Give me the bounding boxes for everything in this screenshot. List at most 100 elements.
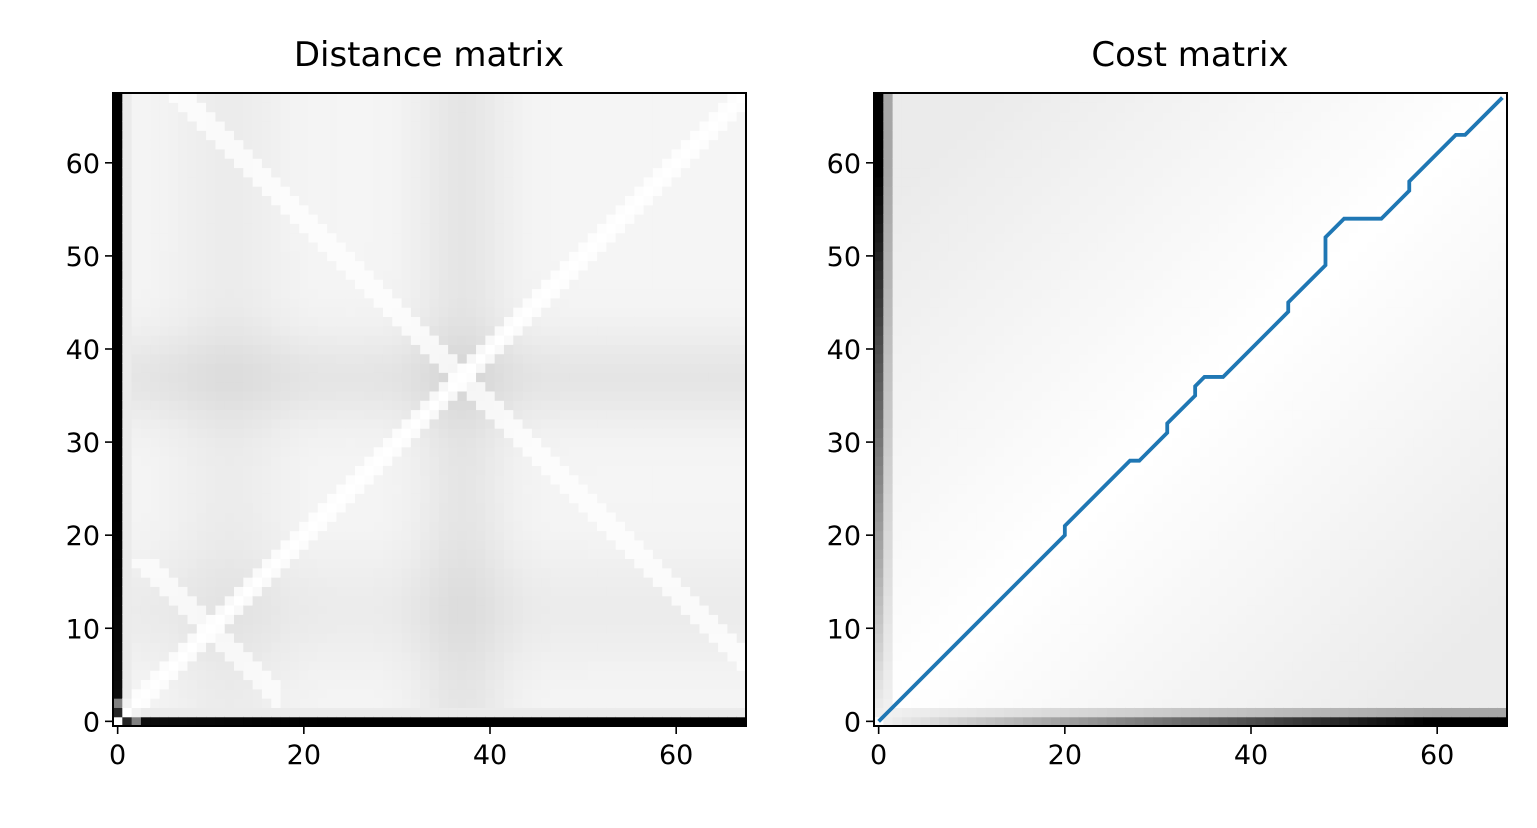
heatmap-cell xyxy=(911,158,922,169)
heatmap-cell xyxy=(224,223,235,234)
heatmap-cell xyxy=(892,251,903,262)
heatmap-cell xyxy=(420,549,431,560)
heatmap-cell xyxy=(289,595,300,606)
heatmap-cell xyxy=(680,716,691,727)
heatmap-cell xyxy=(252,474,263,485)
heatmap-cell xyxy=(513,297,524,308)
heatmap-cell xyxy=(671,176,682,187)
heatmap-cell xyxy=(718,288,728,299)
heatmap-cell xyxy=(224,688,235,699)
heatmap-cell xyxy=(541,521,552,532)
heatmap-cell xyxy=(727,670,738,681)
heatmap-cell xyxy=(261,688,272,699)
heatmap-cell xyxy=(224,707,235,718)
heatmap-cell xyxy=(578,102,589,113)
heatmap-cell xyxy=(606,446,617,457)
heatmap-cell xyxy=(727,456,738,466)
heatmap-cell xyxy=(280,642,291,653)
heatmap-cell xyxy=(178,195,189,206)
heatmap-cell xyxy=(299,418,310,429)
heatmap-cell xyxy=(345,325,356,336)
heatmap-cell xyxy=(410,390,421,401)
heatmap-cell xyxy=(410,632,421,643)
heatmap-cell xyxy=(113,353,123,364)
heatmap-cell xyxy=(448,530,459,541)
heatmap-cell xyxy=(531,502,542,513)
heatmap-cell xyxy=(448,679,459,690)
heatmap-cell xyxy=(336,688,347,699)
heatmap-cell xyxy=(206,362,216,373)
heatmap-cell xyxy=(680,577,691,587)
heatmap-cell xyxy=(587,428,598,439)
heatmap-cell xyxy=(336,502,347,513)
heatmap-cell xyxy=(122,716,133,727)
heatmap-cell xyxy=(522,353,533,364)
heatmap-cell xyxy=(901,279,912,290)
heatmap-cell xyxy=(373,446,384,457)
heatmap-cell xyxy=(624,483,635,494)
heatmap-cell xyxy=(438,204,449,215)
heatmap-cell xyxy=(883,223,894,234)
heatmap-cell xyxy=(392,381,403,392)
heatmap-cell xyxy=(541,335,552,345)
heatmap-cell xyxy=(662,511,673,522)
heatmap-cell xyxy=(234,493,244,504)
heatmap-cell xyxy=(392,539,403,550)
heatmap-cell xyxy=(327,307,338,318)
heatmap-cell xyxy=(327,372,338,383)
heatmap-cell xyxy=(503,260,514,271)
heatmap-cell xyxy=(271,139,282,150)
heatmap-cell xyxy=(652,707,663,718)
heatmap-cell xyxy=(364,130,375,141)
heatmap-cell xyxy=(699,679,710,690)
heatmap-cell xyxy=(289,158,300,169)
heatmap-cell xyxy=(485,316,496,327)
heatmap-cell xyxy=(289,511,300,522)
heatmap-cell xyxy=(224,204,235,215)
heatmap-cell xyxy=(215,614,226,625)
heatmap-cell xyxy=(150,437,161,448)
heatmap-cell xyxy=(615,390,626,401)
heatmap-cell xyxy=(494,120,505,131)
heatmap-cell xyxy=(206,577,216,587)
heatmap-cell xyxy=(224,269,235,280)
heatmap-cell xyxy=(122,409,133,420)
heatmap-cell xyxy=(131,539,142,550)
heatmap-cell xyxy=(448,688,459,699)
heatmap-cell xyxy=(727,120,738,131)
heatmap-cell xyxy=(299,604,310,615)
heatmap-cell xyxy=(243,158,254,169)
heatmap-cell xyxy=(159,623,170,634)
heatmap-cell xyxy=(901,186,912,196)
heatmap-cell xyxy=(634,232,645,243)
heatmap-cell xyxy=(429,353,440,364)
heatmap-cell xyxy=(355,316,365,327)
heatmap-cell xyxy=(457,390,468,401)
heatmap-cell xyxy=(634,130,645,141)
heatmap-cell xyxy=(466,381,477,392)
heatmap-cell xyxy=(243,623,254,634)
heatmap-cell xyxy=(280,297,291,308)
heatmap-cell xyxy=(569,474,580,485)
heatmap-cell xyxy=(615,632,626,643)
heatmap-cell xyxy=(699,195,710,206)
heatmap-cell xyxy=(317,186,328,196)
heatmap-cell xyxy=(289,539,300,550)
heatmap-cell xyxy=(429,176,440,187)
heatmap-cell xyxy=(280,362,291,373)
heatmap-cell xyxy=(187,530,198,541)
heatmap-cell xyxy=(699,549,710,560)
heatmap-cell xyxy=(178,400,189,411)
heatmap-cell xyxy=(680,530,691,541)
heatmap-cell xyxy=(187,93,198,103)
heatmap-cell xyxy=(690,651,701,662)
heatmap-cell xyxy=(215,325,226,336)
heatmap-cell xyxy=(317,335,328,345)
heatmap-cell xyxy=(531,148,542,159)
heatmap-cell xyxy=(569,307,580,318)
heatmap-cell xyxy=(892,93,903,103)
heatmap-cell xyxy=(559,269,570,280)
heatmap-cell xyxy=(327,437,338,448)
heatmap-cell xyxy=(345,558,356,569)
heatmap-cell xyxy=(634,390,645,401)
